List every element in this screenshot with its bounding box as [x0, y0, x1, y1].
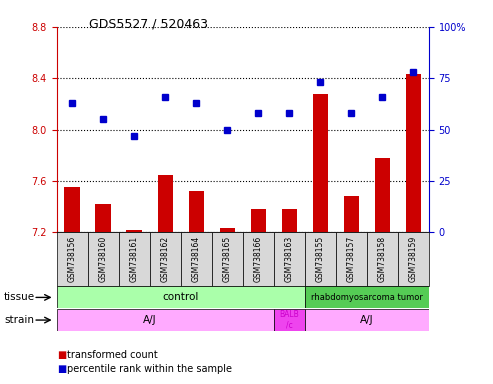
Bar	[150, 232, 181, 286]
Bar	[398, 232, 429, 286]
Text: rhabdomyosarcoma tumor: rhabdomyosarcoma tumor	[311, 293, 423, 302]
Bar	[305, 232, 336, 286]
Bar	[367, 232, 398, 286]
Bar	[57, 309, 274, 331]
Text: transformed count: transformed count	[67, 350, 157, 360]
Bar	[305, 286, 429, 308]
Bar	[57, 232, 88, 286]
Text: GSM738164: GSM738164	[192, 236, 201, 282]
Bar	[65, 187, 80, 232]
Text: percentile rank within the sample: percentile rank within the sample	[67, 364, 232, 374]
Text: GSM738166: GSM738166	[254, 236, 263, 282]
Text: GSM738156: GSM738156	[68, 236, 77, 282]
Text: tissue: tissue	[4, 292, 35, 303]
Text: ■: ■	[57, 364, 66, 374]
Bar	[250, 209, 266, 232]
Bar	[406, 74, 421, 232]
Text: control: control	[163, 292, 199, 303]
Bar	[57, 286, 305, 308]
Bar	[274, 232, 305, 286]
Text: GSM738165: GSM738165	[223, 236, 232, 282]
Bar	[305, 309, 429, 331]
Bar	[181, 232, 212, 286]
Text: BALB
/c: BALB /c	[280, 310, 299, 330]
Bar	[219, 228, 235, 232]
Text: GSM738162: GSM738162	[161, 236, 170, 282]
Bar	[313, 94, 328, 232]
Bar	[188, 191, 204, 232]
Text: GSM738155: GSM738155	[316, 236, 325, 282]
Text: GSM738159: GSM738159	[409, 236, 418, 282]
Bar	[243, 232, 274, 286]
Bar	[274, 309, 305, 331]
Bar	[127, 230, 142, 232]
Bar	[336, 232, 367, 286]
Text: GSM738158: GSM738158	[378, 236, 387, 282]
Text: strain: strain	[4, 315, 34, 325]
Bar	[212, 232, 243, 286]
Bar	[375, 158, 390, 232]
Bar	[96, 204, 111, 232]
Text: A/J: A/J	[360, 315, 374, 325]
Text: GSM738160: GSM738160	[99, 236, 108, 282]
Text: GDS5527 / 520463: GDS5527 / 520463	[89, 17, 208, 30]
Bar	[344, 196, 359, 232]
Bar	[157, 175, 173, 232]
Text: A/J: A/J	[143, 315, 157, 325]
Bar	[119, 232, 150, 286]
Text: GSM738161: GSM738161	[130, 236, 139, 282]
Bar	[88, 232, 119, 286]
Text: ■: ■	[57, 350, 66, 360]
Text: GSM738163: GSM738163	[285, 236, 294, 282]
Text: GSM738157: GSM738157	[347, 236, 356, 282]
Bar	[282, 209, 297, 232]
